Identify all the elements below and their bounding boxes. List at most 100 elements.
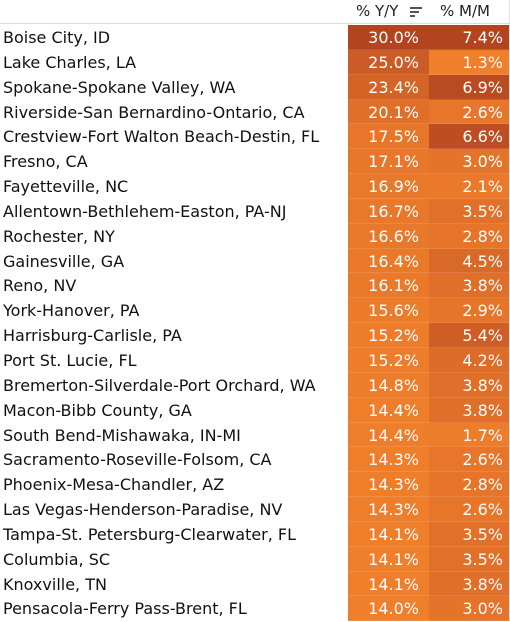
mom-cell[interactable]: 1.7% [429,422,510,448]
mom-cell[interactable]: 2.9% [429,298,510,324]
row-divider [348,421,510,423]
mom-cell[interactable]: 2.8% [429,223,510,249]
metro-name: Bremerton-Silverdale-Port Orchard, WA [3,375,316,395]
yoy-cell[interactable]: 16.9% [348,174,429,199]
mom-cell[interactable]: 3.5% [429,521,510,547]
metro-name: Rochester, NY [3,226,115,246]
table-row[interactable]: Phoenix-Mesa-Chandler, AZ 14.3% 2.8% [0,472,510,498]
yoy-cell[interactable]: 14.0% [348,596,429,622]
yoy-cell[interactable]: 23.4% [348,74,429,100]
mom-cell[interactable]: 1.3% [429,49,510,75]
yoy-cell[interactable]: 16.4% [348,248,429,274]
metro-name: Port St. Lucie, FL [3,350,137,370]
yoy-cell[interactable]: 14.8% [348,372,429,398]
table-row[interactable]: Columbia, SC 14.1% 3.5% [0,546,510,572]
table-row[interactable]: Gainesville, GA 16.4% 4.5% [0,248,510,274]
table-row[interactable]: Sacramento-Roseville-Folsom, CA 14.3% 2.6% [0,447,510,473]
yoy-cell[interactable]: 15.6% [348,298,429,324]
mom-cell[interactable]: 2.6% [429,99,510,125]
table-row[interactable]: Harrisburg-Carlisle, PA 15.2% 5.4% [0,323,510,348]
table-row[interactable]: Pensacola-Ferry Pass-Brent, FL 14.0% 3.0% [0,596,510,622]
table-row[interactable]: Fayetteville, NC 16.9% 2.1% [0,174,510,199]
yoy-cell[interactable]: 14.3% [348,497,429,522]
mom-cell[interactable]: 5.4% [429,323,510,348]
table-row[interactable]: Spokane-Spokane Valley, WA 23.4% 6.9% [0,74,510,100]
mom-cell[interactable]: 2.6% [429,497,510,522]
yoy-cell[interactable]: 16.1% [348,273,429,299]
row-divider [348,173,510,175]
yoy-cell[interactable]: 14.3% [348,472,429,498]
yoy-cell[interactable]: 14.4% [348,422,429,448]
yoy-cell[interactable]: 17.5% [348,124,429,150]
metro-name: Spokane-Spokane Valley, WA [3,77,236,97]
table-row[interactable]: Macon-Bibb County, GA 14.4% 3.8% [0,397,510,423]
mom-cell[interactable]: 6.9% [429,74,510,100]
row-divider [348,73,510,75]
mom-cell[interactable]: 3.0% [429,596,510,622]
metro-name: Macon-Bibb County, GA [3,400,192,420]
mom-cell[interactable]: 3.8% [429,571,510,597]
row-divider [348,471,510,473]
metro-name: Columbia, SC [3,549,111,569]
mom-cell[interactable]: 4.2% [429,347,510,373]
table-row[interactable]: Lake Charles, LA 25.0% 1.3% [0,49,510,75]
metro-name: Tampa-St. Petersburg-Clearwater, FL [3,524,297,544]
mom-cell[interactable]: 3.0% [429,149,510,175]
yoy-cell[interactable]: 14.1% [348,546,429,572]
yoy-cell[interactable]: 25.0% [348,49,429,75]
row-divider [348,545,510,547]
table-row[interactable]: Knoxville, TN 14.1% 3.8% [0,571,510,597]
table-row[interactable]: York-Hanover, PA 15.6% 2.9% [0,298,510,324]
yoy-cell[interactable]: 14.4% [348,397,429,423]
table-row[interactable]: Fresno, CA 17.1% 3.0% [0,149,510,175]
yoy-cell[interactable]: 14.1% [348,521,429,547]
row-divider [348,446,510,448]
mom-cell[interactable]: 7.4% [429,25,510,50]
row-divider [348,123,510,125]
row-divider [348,197,510,199]
table-row[interactable]: Allentown-Bethlehem-Easton, PA-NJ 16.7% 3.… [0,198,510,224]
yoy-cell[interactable]: 14.3% [348,447,429,473]
column-header-mom[interactable]: % M/M [440,2,490,20]
mom-cell[interactable]: 3.8% [429,372,510,398]
table-row[interactable]: Rochester, NY 16.6% 2.8% [0,223,510,249]
mom-cell[interactable]: 3.8% [429,397,510,423]
table-row[interactable]: Riverside-San Bernardino-Ontario, CA 20.1… [0,99,510,125]
table-row[interactable]: Tampa-St. Petersburg-Clearwater, FL 14.1%… [0,521,510,547]
yoy-cell[interactable]: 16.7% [348,198,429,224]
yoy-cell[interactable]: 15.2% [348,347,429,373]
table-row[interactable]: Bremerton-Silverdale-Port Orchard, WA 14.… [0,372,510,398]
yoy-cell[interactable]: 14.1% [348,571,429,597]
yoy-cell[interactable]: 30.0% [348,25,429,50]
mom-cell[interactable]: 2.1% [429,174,510,199]
mom-cell[interactable]: 2.8% [429,472,510,498]
row-divider [348,148,510,150]
yoy-cell[interactable]: 16.6% [348,223,429,249]
table-row[interactable]: Boise City, ID 30.0% 7.4% [0,25,510,50]
row-divider [348,371,510,373]
mom-cell[interactable]: 2.6% [429,447,510,473]
table-row[interactable]: Reno, NV 16.1% 3.8% [0,273,510,299]
metro-name: Pensacola-Ferry Pass-Brent, FL [3,599,247,619]
metro-name: Fresno, CA [3,152,88,172]
mom-cell[interactable]: 3.5% [429,198,510,224]
table-row[interactable]: Port St. Lucie, FL 15.2% 4.2% [0,347,510,373]
table-row[interactable]: Crestview-Fort Walton Beach-Destin, FL 17… [0,124,510,150]
table-row[interactable]: South Bend-Mishawaka, IN-MI 14.4% 1.7% [0,422,510,448]
metro-name: Phoenix-Mesa-Chandler, AZ [3,475,225,495]
yoy-cell[interactable]: 20.1% [348,99,429,125]
table-row[interactable]: Las Vegas-Henderson-Paradise, NV 14.3% 2.6… [0,497,510,522]
mom-cell[interactable]: 3.5% [429,546,510,572]
row-divider [348,396,510,398]
metro-name: Crestview-Fort Walton Beach-Destin, FL [3,127,320,147]
mom-cell[interactable]: 4.5% [429,248,510,274]
mom-cell[interactable]: 6.6% [429,124,510,150]
column-header-yoy[interactable]: % Y/Y [356,2,399,20]
sort-descending-icon[interactable] [410,6,422,18]
metro-name: South Bend-Mishawaka, IN-MI [3,425,241,445]
row-divider [348,595,510,597]
yoy-cell[interactable]: 15.2% [348,323,429,348]
mom-cell[interactable]: 3.8% [429,273,510,299]
yoy-cell[interactable]: 17.1% [348,149,429,175]
